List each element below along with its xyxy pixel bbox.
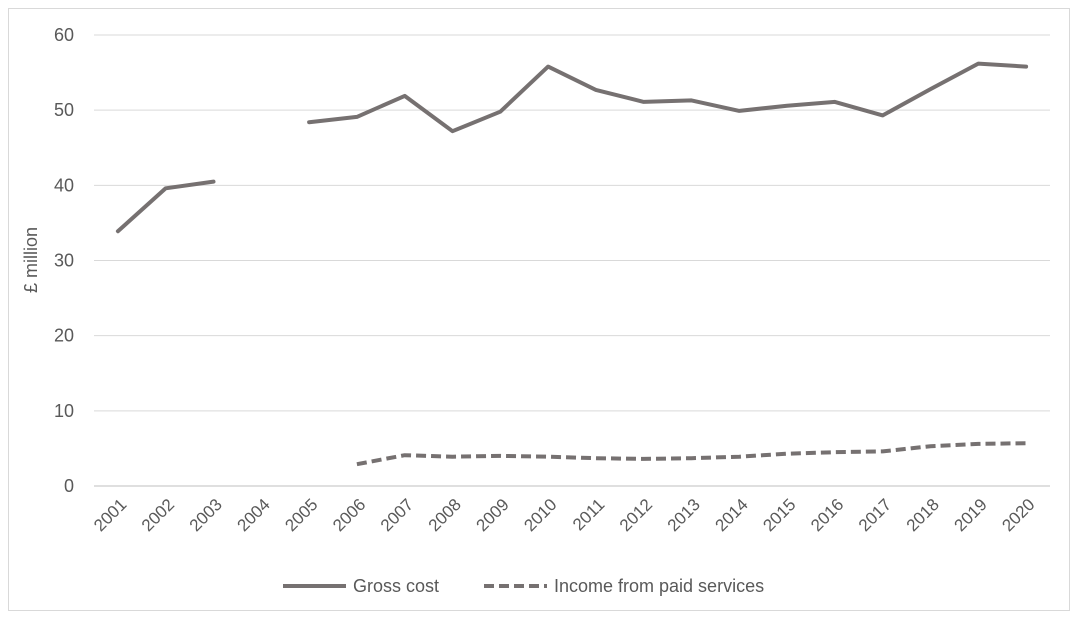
x-tick-label: 2004: [234, 495, 274, 535]
x-tick-label: 2016: [807, 495, 847, 535]
x-tick-label: 2020: [998, 495, 1038, 535]
x-tick-label: 2001: [90, 495, 130, 535]
x-tick-label: 2007: [377, 495, 417, 535]
x-tick-label: 2013: [664, 495, 704, 535]
y-tick-label: 0: [64, 476, 74, 496]
y-tick-label: 20: [54, 326, 74, 346]
x-tick-label: 2015: [759, 495, 799, 535]
series-line-0: [115, 61, 1029, 234]
x-tick-label: 2010: [520, 495, 560, 535]
x-tick-label: 2003: [186, 495, 226, 535]
x-tick-label: 2012: [616, 495, 656, 535]
legend: Gross cost Income from paid services: [283, 576, 764, 596]
series-lines: [115, 61, 1029, 467]
y-tick-label: 50: [54, 100, 74, 120]
x-tick-label: 2019: [951, 495, 991, 535]
series-line-1: [356, 441, 1027, 467]
x-tick-label: 2014: [712, 495, 752, 535]
x-tick-label: 2018: [903, 495, 943, 535]
x-tick-label: 2011: [569, 495, 608, 534]
legend-label: Gross cost: [353, 576, 439, 596]
legend-label: Income from paid services: [554, 576, 764, 596]
gridlines: [94, 34, 1050, 487]
x-tick-label: 2002: [138, 495, 178, 535]
x-tick-label: 2009: [473, 495, 513, 535]
x-axis-tick-labels: 2001 2002 2003 2004 2005 2006 2007 2008 2009 2010…: [90, 495, 1038, 535]
x-tick-label: 2008: [425, 495, 465, 535]
y-tick-label: 10: [54, 401, 74, 421]
y-axis-tick-labels: 0 10 20 30 40 50 60: [54, 25, 74, 496]
x-tick-label: 2017: [855, 495, 895, 535]
y-tick-label: 60: [54, 25, 74, 45]
y-axis-label: £ million: [21, 227, 41, 293]
x-tick-label: 2006: [329, 495, 369, 535]
x-tick-label: 2005: [281, 495, 321, 535]
y-tick-label: 40: [54, 175, 74, 195]
chart-frame: [8, 8, 1070, 611]
y-tick-label: 30: [54, 251, 74, 271]
